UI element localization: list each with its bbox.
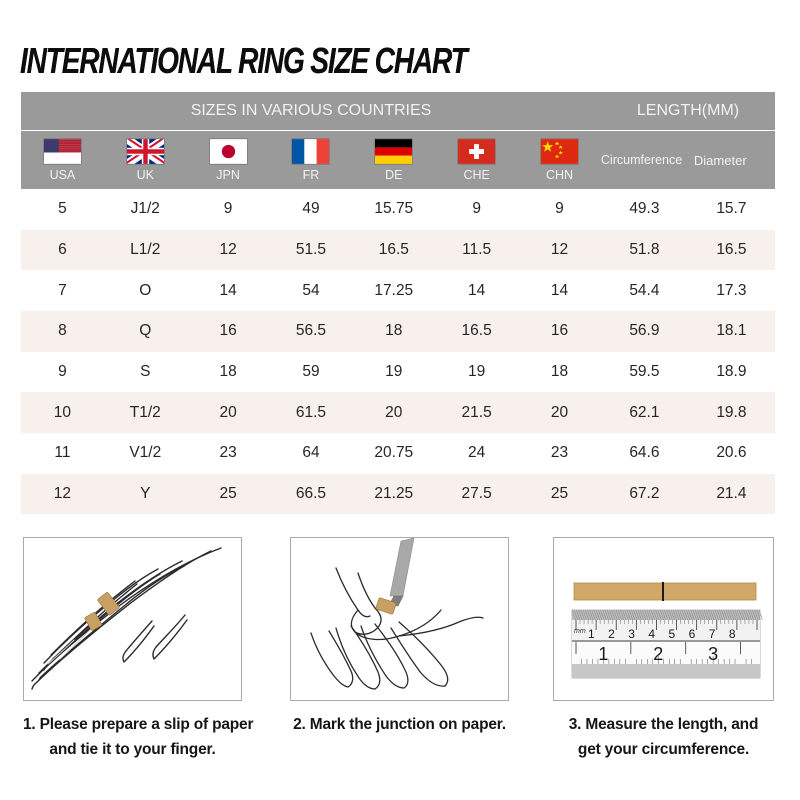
svg-text:1: 1 [598,644,608,664]
svg-text:7: 7 [709,627,716,641]
svg-text:6: 6 [689,627,696,641]
svg-text:4: 4 [648,627,655,641]
svg-text:8: 8 [729,627,736,641]
svg-text:mm: mm [574,628,586,635]
svg-text:3: 3 [628,627,635,641]
svg-text:2: 2 [653,644,663,664]
svg-text:1: 1 [588,627,595,641]
svg-text:2: 2 [608,627,615,641]
svg-text:5: 5 [669,627,676,641]
svg-text:3: 3 [708,644,718,664]
